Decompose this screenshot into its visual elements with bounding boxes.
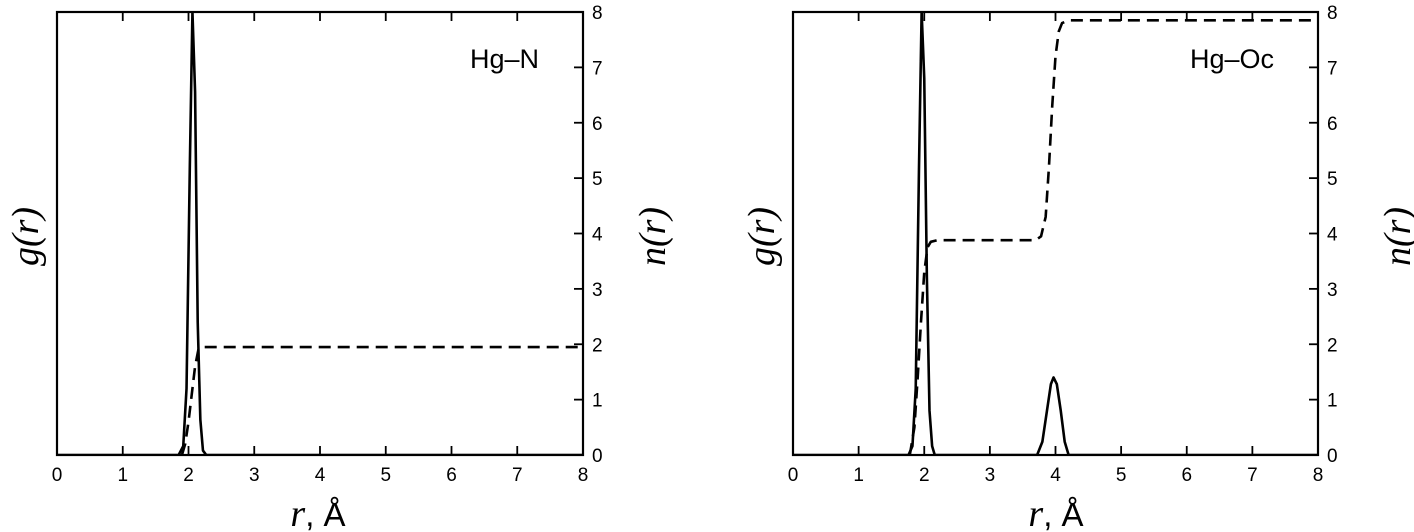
n-r-dashed-line [908,19,1318,455]
y-right-tick-label: 0 [1327,446,1338,467]
x-tick-label: 1 [117,465,128,486]
y-right-tick-label: 7 [592,58,603,79]
n-r-dashed-line [180,345,583,455]
y-right-tick-label: 2 [1327,335,1338,356]
x-tick-label: 2 [919,465,930,486]
x-tick-label: 2 [183,465,194,486]
x-tick-label: 5 [380,465,391,486]
y-right-axis-title: n(r) [632,207,674,266]
x-tick-label: 0 [52,465,63,486]
y-right-tick-label: 6 [592,114,603,135]
plot-frame [55,10,585,457]
x-tick-label: 6 [446,465,457,486]
x-tick-label: 3 [249,465,260,486]
x-tick-label: 5 [1116,465,1127,486]
y-left-axis-title: g(r) [741,207,783,266]
y-right-tick-label: 3 [592,280,603,301]
y-right-tick-label: 3 [1327,280,1338,301]
x-axis-title: r, Å [1028,493,1083,532]
y-right-tick-label: 7 [1327,58,1338,79]
x-tick-label: 4 [315,465,326,486]
y-right-tick-label: 8 [592,3,603,24]
x-tick-label: 1 [853,465,864,486]
y-right-tick-label: 1 [592,391,603,412]
x-tick-label: 8 [1313,465,1324,486]
y-right-tick-label: 2 [592,335,603,356]
y-right-tick-label: 5 [1327,169,1338,190]
plot-frame [791,10,1320,457]
y-right-tick-label: 8 [1327,3,1338,24]
x-tick-label: 6 [1181,465,1192,486]
y-right-tick-label: 4 [1327,225,1338,246]
x-tick-label: 7 [1247,465,1258,486]
panel-label: Hg–Oc [1190,44,1274,74]
y-right-tick-label: 6 [1327,114,1338,135]
y-right-axis-title: n(r) [1377,207,1414,266]
x-tick-label: 7 [512,465,523,486]
g-r-solid-line [57,12,583,455]
y-left-axis-title: g(r) [5,207,47,266]
panel-label: Hg–N [470,44,539,74]
g-r-solid-line [793,12,1318,455]
x-tick-label: 3 [985,465,996,486]
y-right-tick-label: 1 [1327,391,1338,412]
y-right-tick-label: 4 [592,225,603,246]
x-axis-title: r, Å [290,493,345,532]
x-tick-label: 0 [788,465,799,486]
x-tick-label: 4 [1050,465,1061,486]
y-right-tick-label: 5 [592,169,603,190]
x-tick-label: 8 [578,465,589,486]
y-right-tick-label: 0 [592,446,603,467]
